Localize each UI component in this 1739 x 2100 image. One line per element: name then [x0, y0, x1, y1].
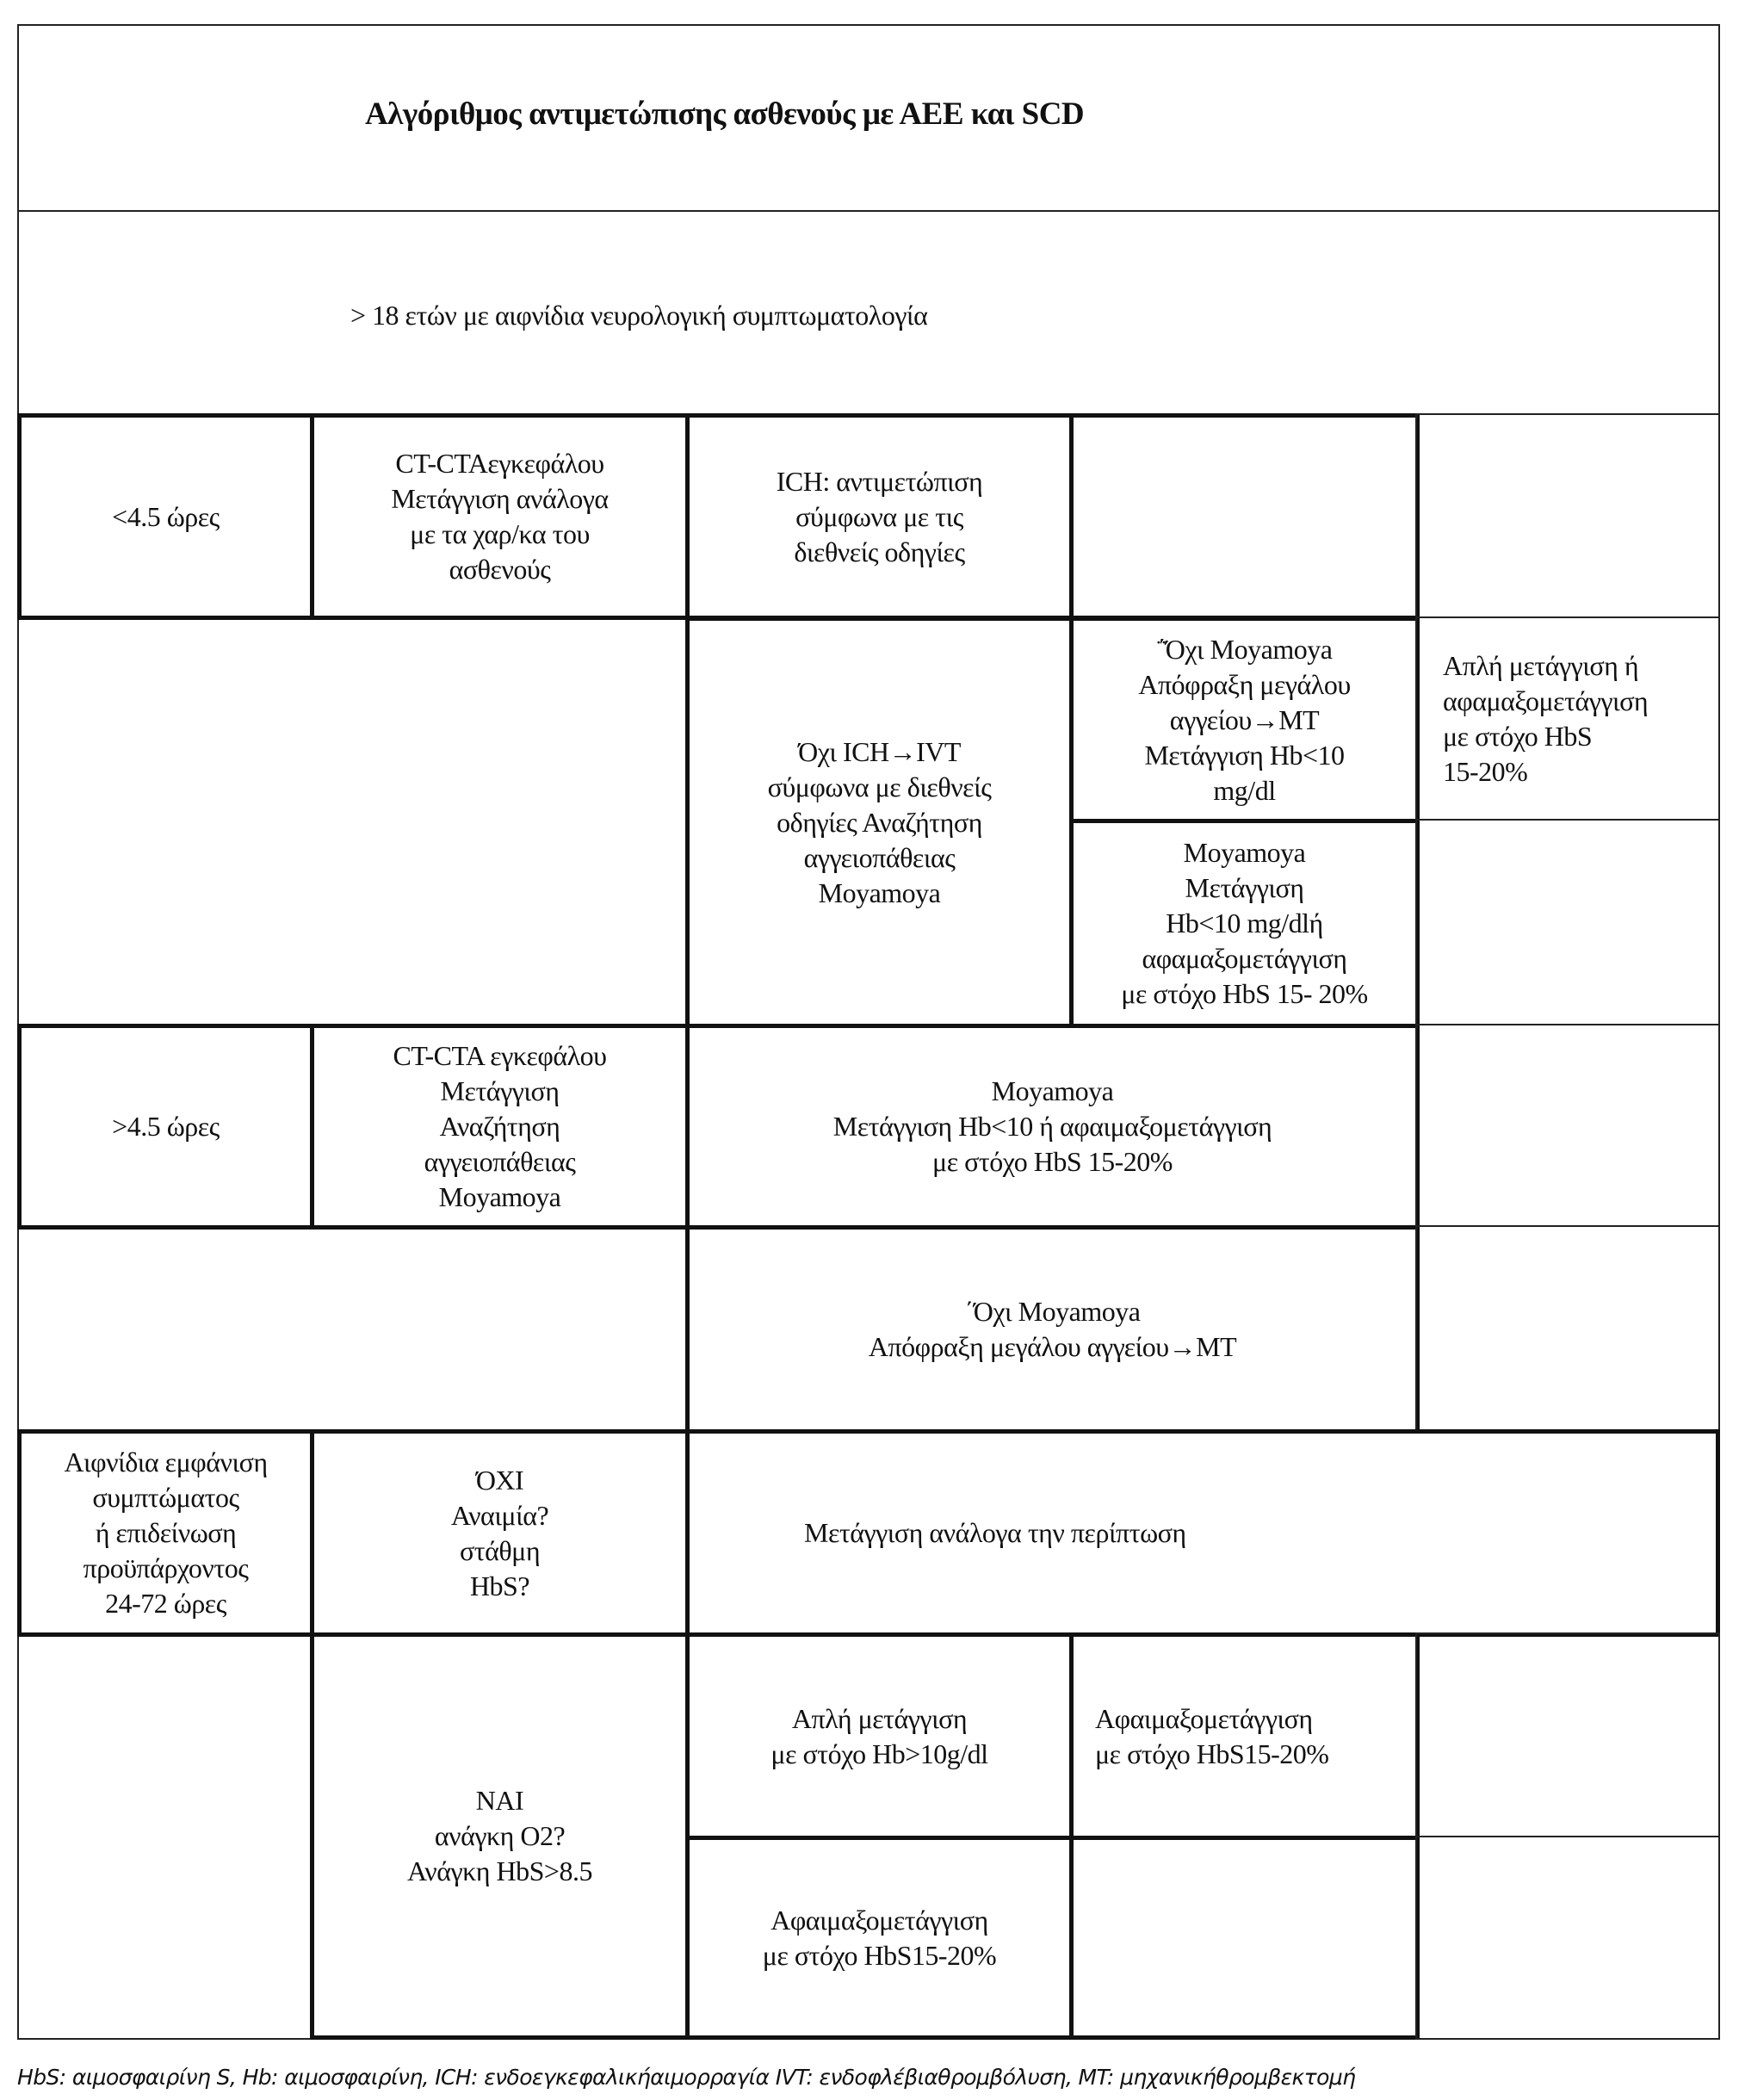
exchange-bottom-text: Αφαιμαξομετάγγιση με στόχο HbS15-20%	[762, 1905, 997, 1971]
exchange-right-text: Αφαιμαξομετάγγιση με στόχο HbS15-20%	[1095, 1703, 1329, 1769]
gt45-time-cell: >4.5 ώρες	[17, 1024, 314, 1230]
gt45-moyamoya-cell: Moyamoya Μετάγγιση Hb<10 ή αφαιμαξομετάγ…	[685, 1024, 1420, 1230]
page-title: Αλγόριθμος αντιμετώπισης ασθενούς με ΑΕΕ…	[365, 96, 1085, 132]
empty-cell	[1069, 1836, 1420, 2040]
sudden-time-cell: Αιφνίδια εμφάνιση συμπτώματος ή επιδείνω…	[17, 1429, 314, 1637]
empty-cell	[1415, 1225, 1720, 1431]
empty-cell	[1415, 819, 1720, 1025]
empty-cell	[1069, 413, 1420, 620]
empty-cell	[1415, 1836, 1720, 2040]
gt45-no-moyamoya-cell: ΄Όχι Moyamoya Απόφραξη μεγάλου αγγείου→M…	[685, 1225, 1420, 1434]
lt45-no-ich-cell: Όχι ICH→IVT σύμφωνα με διεθνείς οδηγίες …	[685, 616, 1074, 1028]
abbreviations-footnote: HbS: αιμοσφαιρίνη S, Hb: αιμοσφαιρίνη, I…	[17, 2065, 1356, 2090]
lt45-moyamoya-cell: Moyamoya Μετάγγιση Hb<10 mg/dlή αφαμαξομ…	[1069, 819, 1420, 1028]
lt45-no-moyamoya-cell: ΅Όχι Moyamoya Απόφραξη μεγάλου αγγείου→M…	[1069, 616, 1420, 823]
transfusion-target-text: Απλή μετάγγιση ή αφαμαξομετάγγιση με στό…	[1443, 650, 1649, 787]
lt45-ich-cell: ICH: αντιμετώπιση σύμφωνα με τις διεθνεί…	[685, 413, 1074, 620]
sudden-no-cell: ΌΧΙ Αναιμία? στάθμη HbS?	[310, 1429, 690, 1637]
simple-transfusion-text: Απλή μετάγγιση με στόχο Hb>10g/dl	[770, 1703, 988, 1769]
sudden-no-action-text: Μετάγγιση ανάλογα την περίπτωση	[804, 1517, 1186, 1548]
empty-cell	[1415, 1632, 1720, 1837]
sudden-yes-cell: ΝΑΙ ανάγκη Ο2? Ανάγκη HbS>8.5	[310, 1632, 690, 2040]
lt45-imaging-cell: CT-CTAεγκεφάλου Μετάγγιση ανάλογα με τα …	[310, 413, 690, 620]
empty-cell	[1415, 1024, 1720, 1227]
lt45-time-cell: <4.5 ώρες	[17, 413, 314, 620]
gt45-imaging-cell: CT-CTA εγκεφάλου Μετάγγιση Αναζήτηση αγγ…	[310, 1024, 690, 1230]
subtitle: > 18 ετών με αιφνίδια νευρολογική συμπτω…	[350, 300, 928, 331]
empty-cell	[1415, 413, 1720, 618]
